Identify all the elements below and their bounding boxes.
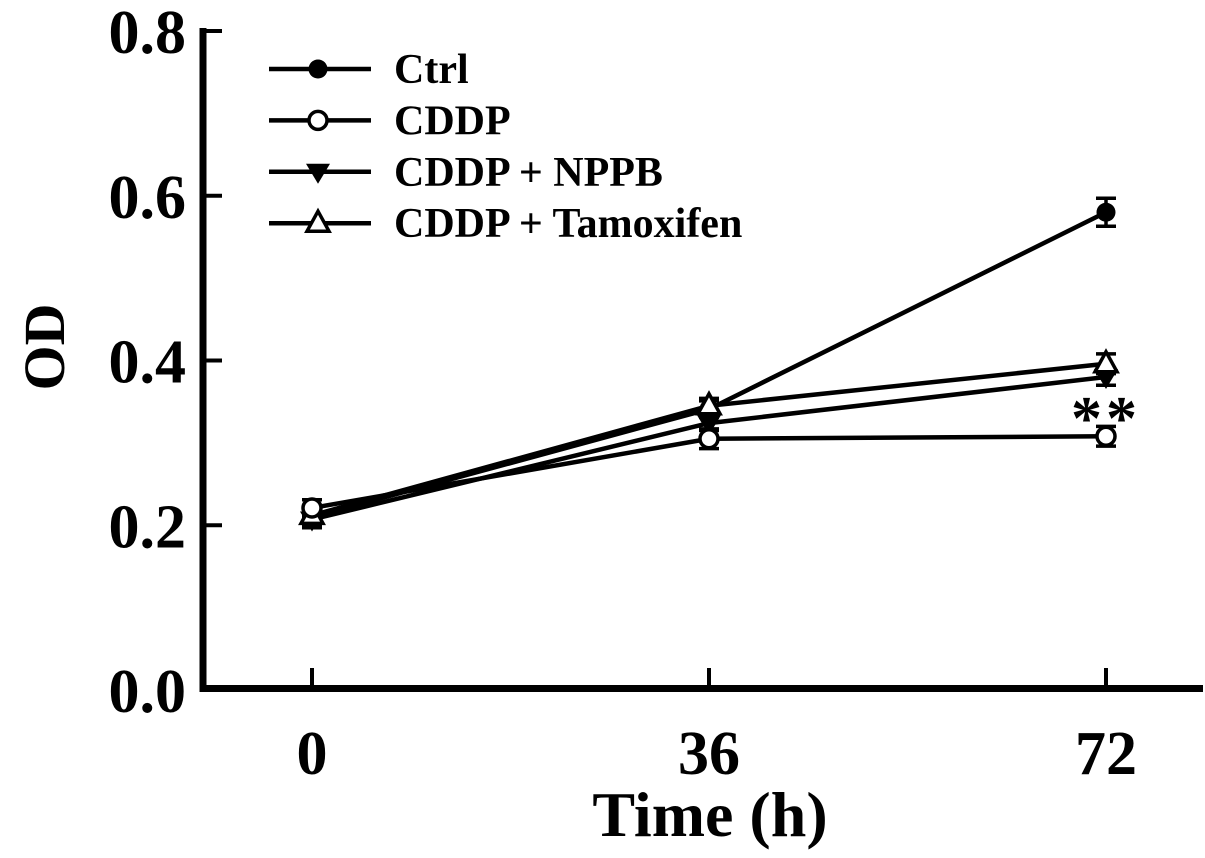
- y-tick-label: 0.6: [109, 164, 187, 232]
- data-marker-cddp: [698, 428, 720, 450]
- y-axis-title: OD: [12, 304, 77, 391]
- legend-item: CDDP: [269, 98, 511, 144]
- data-marker-cddp-tamoxifen: [695, 390, 723, 416]
- y-tick-label: 0.4: [109, 329, 187, 397]
- x-tick-label: 36: [678, 720, 740, 788]
- legend-item: CDDP + Tamoxifen: [269, 201, 742, 247]
- legend-label: Ctrl: [394, 47, 469, 93]
- data-marker-ctrl: [1096, 202, 1116, 222]
- data-marker-cddp-tamoxifen: [1092, 348, 1120, 374]
- significance-annotation: **: [1071, 385, 1141, 453]
- y-tick-label: 0.2: [109, 493, 187, 561]
- data-marker-cddp-nppb: [1094, 368, 1118, 389]
- data-marker-cddp: [1095, 425, 1117, 448]
- series-line-ctrl: [311, 210, 1107, 520]
- legend-marker-open-triangle-up: [304, 207, 332, 233]
- legend-label: CDDP + NPPB: [394, 150, 663, 196]
- y-tick-label: 0.0: [109, 658, 187, 726]
- x-tick-label: 0: [297, 720, 328, 788]
- y-tick-label: 0.8: [109, 0, 187, 67]
- data-marker-cddp-nppb: [697, 415, 721, 436]
- legend: Ctrl CDDP CDDP + NPPB CDDP + Tamoxifen: [269, 47, 742, 247]
- x-tick-label: 72: [1075, 720, 1137, 788]
- legend-item: CDDP + NPPB: [269, 150, 663, 196]
- legend-marker-open-circle: [307, 109, 329, 132]
- legend-item: Ctrl: [269, 47, 469, 93]
- legend-label: CDDP: [394, 98, 511, 144]
- legend-marker-filled-circle: [308, 59, 328, 79]
- x-axis-title: Time (h): [592, 779, 827, 850]
- data-marker-cddp: [301, 497, 323, 519]
- legend-label: CDDP + Tamoxifen: [394, 201, 742, 247]
- legend-marker-filled-triangle-down: [306, 163, 330, 184]
